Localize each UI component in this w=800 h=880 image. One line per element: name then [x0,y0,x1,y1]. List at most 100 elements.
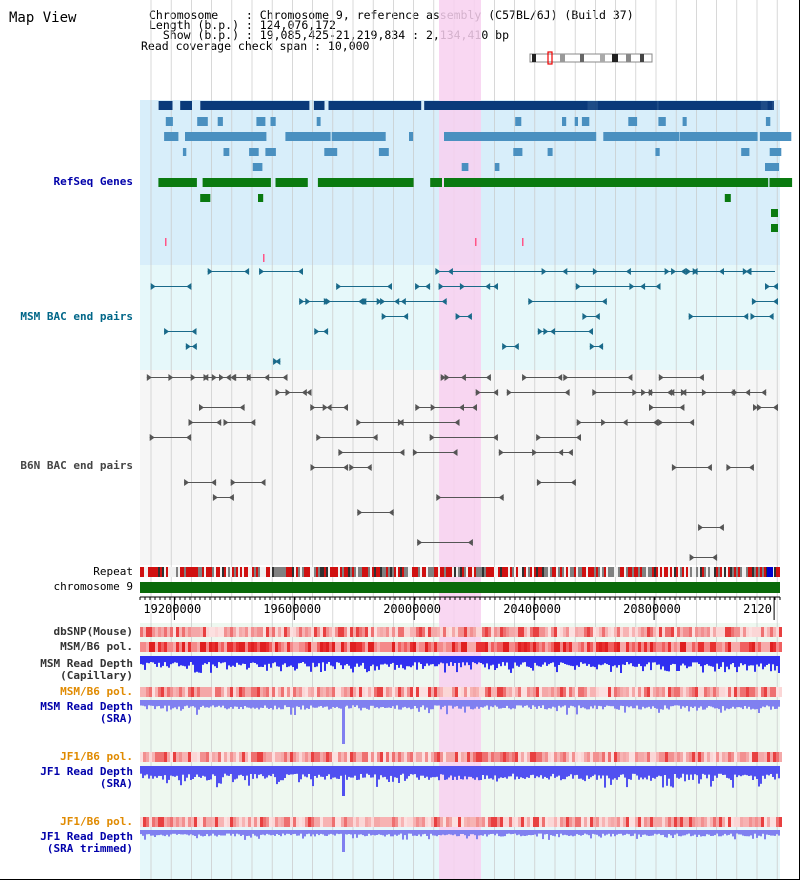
read-depth-bar [672,766,674,788]
polymorphism-cell [440,627,443,637]
read-depth-bar [202,766,204,776]
track-label-msm-read-depth-sra[interactable]: MSM Read Depth (SRA) [40,700,133,725]
read-depth-bar [566,700,568,715]
polymorphism-cell [671,627,674,637]
track-label-jf1-read-depth[interactable]: JF1 Read Depth (SRA) [40,765,133,790]
polymorphism-cell [161,817,164,827]
polymorphism-cell [233,642,236,652]
polymorphism-cell [188,627,191,637]
read-depth-bar [474,656,476,664]
polymorphism-cell [326,687,329,697]
read-depth-bar [314,656,316,668]
polymorphism-cell [617,817,620,827]
polymorphism-cell [362,687,365,697]
polymorphism-cell [416,642,419,652]
read-depth-bar [396,830,398,836]
read-depth-bar [206,656,208,665]
repeat-segment [232,567,234,577]
read-depth-bar [432,766,434,778]
read-depth-bar [192,656,194,665]
polymorphism-cell [620,687,623,697]
polymorphism-cell [299,642,302,652]
read-depth-bar [586,700,588,710]
read-depth-bar [208,766,210,780]
repeat-segment [172,567,174,577]
polymorphism-cell [605,642,608,652]
read-depth-bar [152,656,154,663]
track-label-msm-read-depth-capillary[interactable]: MSM Read Depth (Capillary) [40,657,133,682]
polymorphism-cell [245,627,248,637]
polymorphism-cell [296,642,299,652]
bac-end-marker [588,328,593,335]
polymorphism-cell [332,642,335,652]
bac-end-marker [498,494,504,501]
polymorphism-cell [716,627,719,637]
track-label-msm-bac[interactable]: MSM BAC end pairs [20,310,133,323]
polymorphism-cell [161,642,164,652]
chromosome-ideogram [529,53,653,63]
repeat-segment [402,567,404,577]
polymorphism-cell [266,752,269,762]
read-depth-bar [306,766,308,778]
polymorphism-cell [392,642,395,652]
read-depth-bar [360,656,362,666]
polymorphism-cell [284,642,287,652]
read-depth-bar [314,830,316,837]
polymorphism-cell [347,687,350,697]
polymorphism-cell [416,687,419,697]
track-label-jf1-b6-pol-trimmed[interactable]: JF1/B6 pol. [60,815,133,828]
read-depth-bar [340,766,342,776]
bac-end-marker [438,283,444,290]
polymorphism-cell [638,642,641,652]
polymorphism-cell [404,627,407,637]
polymorphism-cell [539,627,542,637]
track-label-b6n-bac[interactable]: B6N BAC end pairs [20,459,133,472]
repeat-segment [534,567,536,577]
track-label-refseq-genes[interactable]: RefSeq Genes [53,175,133,188]
track-label-msm-b6-pol-sra[interactable]: MSM/B6 pol. [60,685,133,698]
polymorphism-cell [659,817,662,827]
track-label-dbsnp[interactable]: dbSNP(Mouse) [53,625,133,638]
read-depth-bar [512,830,514,834]
read-depth-bar [316,656,318,667]
gene-feature [574,117,578,126]
polymorphism-cell [584,817,587,827]
read-depth-bar [492,766,494,780]
track-label-jf1-read-depth-trimmed[interactable]: JF1 Read Depth (SRA trimmed) [40,830,133,855]
bac-end-marker [773,298,778,305]
repeat-segment [164,567,166,577]
read-depth-bar [214,766,216,776]
read-depth-bar [288,656,290,667]
read-depth-bar [312,830,314,835]
read-depth-bar [758,656,760,667]
polymorphism-cell [680,687,683,697]
polymorphism-cell [512,687,515,697]
polymorphism-cell [440,752,443,762]
polymorphism-cell [743,752,746,762]
polymorphism-cell [440,642,443,652]
read-depth-bar [644,700,646,709]
polymorphism-cell [485,752,488,762]
polymorphism-cell [698,752,701,762]
polymorphism-cell [284,817,287,827]
read-depth-bar [646,766,648,780]
polymorphism-cell [443,627,446,637]
read-depth-bar [406,700,408,709]
polymorphism-cell [686,627,689,637]
track-label-msm-b6-pol-capillary[interactable]: MSM/B6 pol. [60,640,133,653]
read-depth-bar [436,700,438,706]
polymorphism-cell [731,817,734,827]
polymorphism-cell [608,642,611,652]
polymorphism-cell [392,687,395,697]
read-depth-bar [762,656,764,670]
polymorphism-cell [146,627,149,637]
read-depth-bar [662,700,664,710]
polymorphism-cell [293,817,296,827]
polymorphism-cell [218,642,221,652]
repeat-segment [692,567,694,577]
repeat-segment [634,567,636,577]
polymorphism-cell [341,627,344,637]
read-depth-bar [398,766,400,783]
track-label-jf1-b6-pol[interactable]: JF1/B6 pol. [60,750,133,763]
